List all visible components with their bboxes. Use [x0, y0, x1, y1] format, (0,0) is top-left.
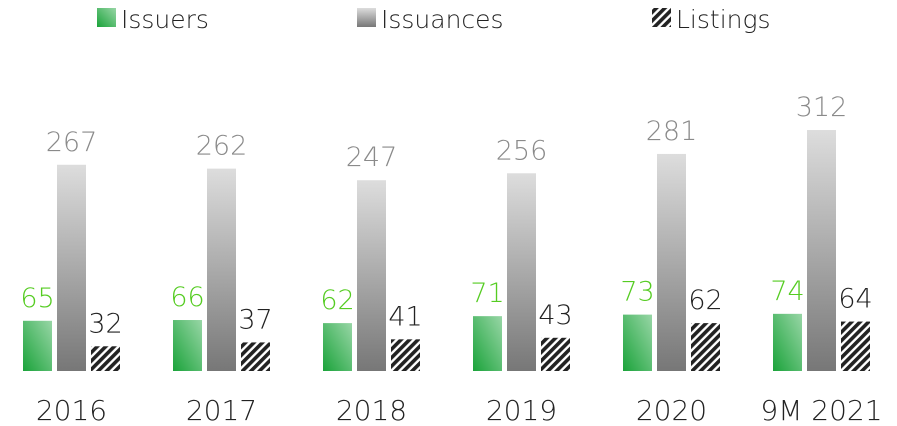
legend-swatch [357, 8, 376, 27]
x-tick-label: 2020 [636, 394, 707, 426]
bar [541, 337, 570, 371]
data-label: 66 [170, 282, 204, 313]
bar [473, 316, 502, 371]
data-label: 262 [196, 131, 248, 162]
x-tick-label: 9M 2021 [760, 394, 882, 426]
x-tick-label: 2018 [336, 394, 407, 426]
legend-label: Listings [676, 5, 771, 34]
bar [323, 323, 352, 371]
data-label: 64 [838, 284, 872, 315]
bar [773, 313, 802, 371]
bar [691, 323, 720, 371]
data-label: 267 [46, 127, 98, 158]
data-label: 71 [470, 278, 504, 309]
data-label: 65 [20, 283, 54, 314]
bar [507, 173, 536, 371]
data-label: 73 [620, 277, 654, 308]
data-label: 62 [688, 285, 722, 316]
data-label: 281 [646, 116, 698, 147]
data-label: 37 [238, 304, 272, 335]
data-label: 312 [796, 92, 848, 123]
x-tick-label: 2016 [36, 394, 107, 426]
legend-swatch [97, 8, 116, 27]
bar [91, 346, 120, 371]
bar [357, 180, 386, 371]
bar [207, 168, 236, 371]
bar [391, 339, 420, 371]
bar [57, 164, 86, 371]
x-tick-label: 2017 [186, 394, 257, 426]
legend-label: Issuers [121, 5, 209, 34]
data-label: 247 [346, 142, 398, 173]
data-label: 62 [320, 285, 354, 316]
data-label: 41 [388, 301, 422, 332]
bar [23, 320, 52, 371]
bar [241, 342, 270, 371]
data-label: 43 [538, 300, 572, 331]
bar [807, 130, 836, 371]
data-label: 74 [770, 276, 804, 307]
bar [841, 321, 870, 371]
bar [623, 314, 652, 371]
data-label: 256 [496, 135, 548, 166]
bar [657, 153, 686, 371]
x-tick-label: 2019 [486, 394, 557, 426]
bar [173, 320, 202, 371]
legend-label: Issuances [381, 5, 504, 34]
legend-swatch [652, 8, 671, 27]
data-label: 32 [88, 308, 122, 339]
